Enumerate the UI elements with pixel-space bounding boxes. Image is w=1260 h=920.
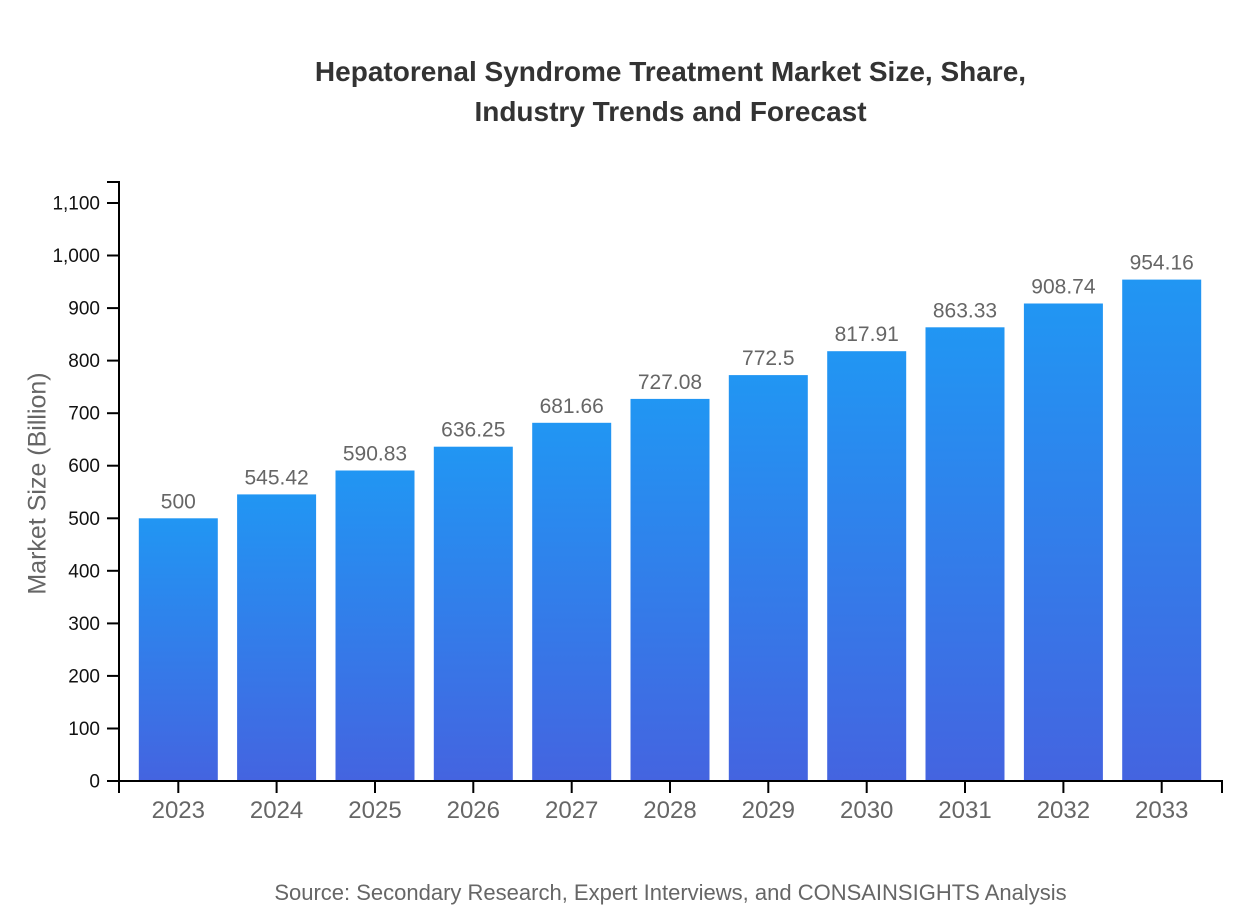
y-tick-label: 800: [68, 351, 100, 372]
x-tick-label: 2027: [545, 797, 598, 824]
y-tick-label: 700: [68, 404, 100, 425]
chart-title-line1: Hepatorenal Syndrome Treatment Market Si…: [314, 56, 1027, 87]
y-tick-label: 0: [89, 772, 100, 793]
x-tick-label: 2032: [1037, 797, 1090, 824]
y-tick-label: 1,000: [52, 246, 100, 267]
x-tick-label: 2025: [348, 797, 401, 824]
chart-title: Hepatorenal Syndrome Treatment Market Si…: [119, 52, 1222, 132]
bar-value-label: 681.66: [540, 395, 604, 418]
bar-2024: [237, 494, 317, 781]
bar-2032: [1023, 303, 1103, 781]
bar-value-label: 772.5: [742, 347, 795, 370]
x-tick-label: 2028: [643, 797, 696, 824]
y-tick-label: 600: [68, 456, 100, 477]
bar-value-label: 500: [161, 490, 196, 513]
y-tick-label: 400: [68, 561, 100, 582]
bar-value-label: 636.25: [441, 419, 505, 442]
bar-2030: [827, 351, 907, 781]
y-axis-line: [107, 181, 120, 781]
y-tick-label: 900: [68, 299, 100, 320]
chart-title-line2: Industry Trends and Forecast: [474, 96, 867, 127]
bar-2033: [1122, 279, 1202, 781]
bar-2027: [532, 422, 612, 781]
bar-value-label: 545.42: [244, 466, 308, 489]
bar-2025: [335, 470, 415, 781]
x-tick-label: 2030: [840, 797, 893, 824]
source-note: Source: Secondary Research, Expert Inter…: [274, 880, 1067, 905]
y-tick-label: 500: [68, 509, 100, 530]
bar-2023: [138, 518, 218, 782]
bar-2026: [433, 446, 513, 781]
bar-value-label: 590.83: [343, 443, 407, 466]
bar-value-label: 954.16: [1130, 252, 1194, 275]
bar-value-label: 863.33: [933, 299, 997, 322]
x-tick-label: 2031: [938, 797, 991, 824]
bar-2031: [925, 327, 1005, 781]
x-tick-label: 2029: [742, 797, 795, 824]
x-tick-label: 2026: [447, 797, 500, 824]
y-tick-label: 300: [68, 614, 100, 635]
bar-value-label: 727.08: [638, 371, 702, 394]
bar-value-label: 908.74: [1031, 276, 1096, 299]
x-tick-label: 2033: [1135, 797, 1188, 824]
bar-2029: [728, 375, 808, 781]
y-tick-label: 200: [68, 666, 100, 687]
bar-value-label: 817.91: [835, 323, 899, 346]
bar-2028: [630, 398, 710, 781]
y-tick-label: 100: [68, 719, 100, 740]
x-tick-label: 2024: [250, 797, 303, 824]
x-tick-label: 2023: [152, 797, 205, 824]
y-tick-label: 1,100: [52, 194, 100, 215]
